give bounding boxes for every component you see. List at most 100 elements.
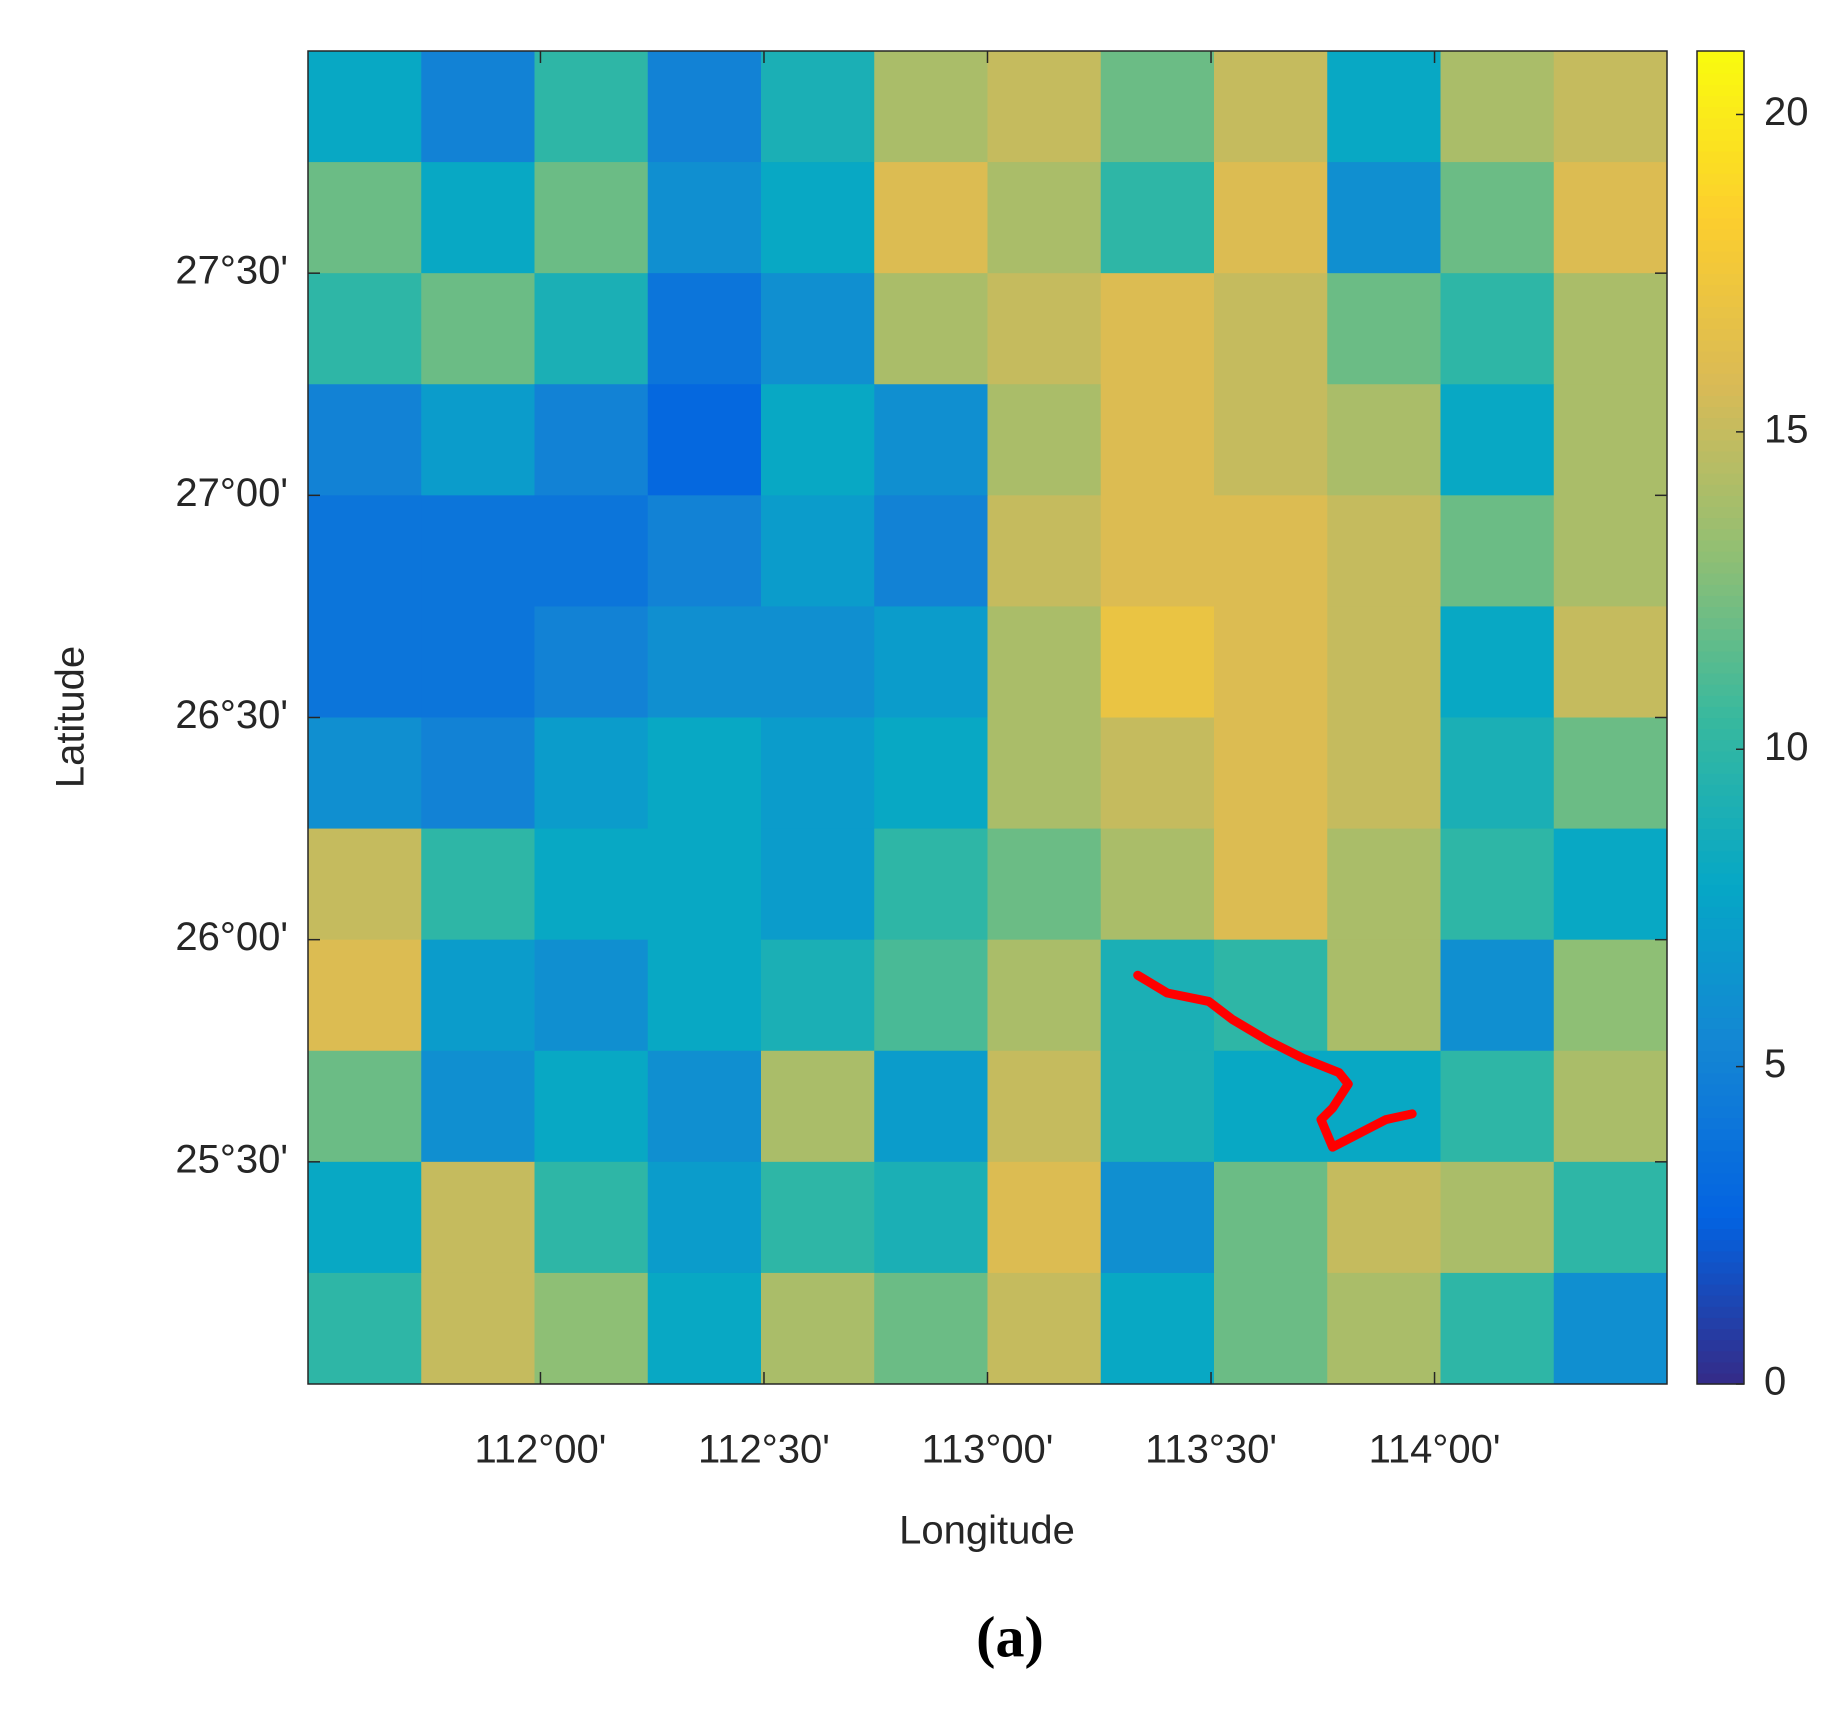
colorbar-segment bbox=[1697, 484, 1744, 496]
colorbar-segment bbox=[1697, 1161, 1744, 1174]
heat-cell bbox=[1214, 717, 1328, 830]
colorbar-segment bbox=[1697, 1228, 1744, 1241]
heat-cell bbox=[761, 1272, 875, 1385]
heat-cell bbox=[1327, 384, 1441, 496]
colorbar-segment bbox=[1697, 717, 1744, 730]
colorbar-segment bbox=[1697, 584, 1744, 596]
heat-cell bbox=[1327, 162, 1441, 274]
colorbar-segment bbox=[1697, 350, 1744, 363]
colorbar-segment bbox=[1697, 784, 1744, 796]
heat-cell bbox=[647, 1272, 762, 1385]
colorbar-segment bbox=[1697, 128, 1744, 141]
heat-cell bbox=[761, 1050, 875, 1163]
colorbar-segment bbox=[1697, 228, 1744, 241]
heat-cell bbox=[1100, 1272, 1215, 1385]
heat-cell bbox=[421, 717, 535, 830]
colorbar-segment bbox=[1697, 1217, 1744, 1230]
colorbar-segment bbox=[1697, 1061, 1744, 1074]
colorbar-segment bbox=[1697, 750, 1744, 763]
heat-cell bbox=[1440, 384, 1555, 496]
colorbar-segment bbox=[1697, 139, 1744, 152]
heat-cell bbox=[1214, 1050, 1328, 1163]
colorbar-segment bbox=[1697, 1128, 1744, 1141]
heat-cell bbox=[1553, 939, 1668, 1052]
heat-cell bbox=[1440, 1272, 1555, 1385]
colorbar-segment bbox=[1697, 473, 1744, 485]
colorbar-segment bbox=[1697, 1028, 1744, 1041]
heat-cell bbox=[987, 495, 1102, 607]
heat-cell bbox=[534, 717, 649, 830]
colorbar-segment bbox=[1697, 306, 1744, 319]
heat-cell bbox=[987, 717, 1102, 830]
heat-cell bbox=[421, 1272, 535, 1385]
heat-cell bbox=[308, 1272, 422, 1385]
heat-cell bbox=[1440, 717, 1555, 830]
colorbar-segment bbox=[1697, 728, 1744, 741]
heat-cell bbox=[1214, 51, 1328, 163]
heat-cell bbox=[534, 828, 649, 941]
colorbar-segment bbox=[1697, 1039, 1744, 1052]
heat-cell bbox=[1553, 51, 1668, 163]
heat-cell bbox=[761, 1161, 875, 1274]
colorbar-segment bbox=[1697, 1195, 1744, 1207]
heat-cell bbox=[1214, 828, 1328, 941]
colorbar-segment bbox=[1697, 706, 1744, 719]
colorbar-segment bbox=[1697, 406, 1744, 419]
heat-cell bbox=[647, 828, 762, 941]
colorbar-segment bbox=[1697, 1272, 1744, 1285]
y-tick-label: 27°30' bbox=[175, 249, 288, 293]
colorbar-segment bbox=[1697, 595, 1744, 608]
heat-cell bbox=[1553, 717, 1668, 830]
heat-cell bbox=[1214, 495, 1328, 607]
colorbar-segment bbox=[1697, 239, 1744, 252]
heat-cell bbox=[987, 1161, 1102, 1274]
heat-cell bbox=[1327, 828, 1441, 941]
colorbar-segment bbox=[1697, 495, 1744, 508]
heat-cell bbox=[308, 1161, 422, 1274]
colorbar-segment bbox=[1697, 528, 1744, 541]
heat-cell bbox=[1100, 162, 1215, 274]
colorbar-segment bbox=[1697, 1361, 1744, 1374]
heat-cell bbox=[1214, 273, 1328, 385]
colorbar-segment bbox=[1697, 550, 1744, 563]
colorbar-segment bbox=[1697, 51, 1744, 63]
colorbar-segment bbox=[1697, 906, 1744, 919]
heat-cell bbox=[647, 384, 762, 496]
heat-cell bbox=[761, 495, 875, 607]
heat-cell bbox=[308, 1050, 422, 1163]
colorbar-tick-label: 0 bbox=[1764, 1360, 1786, 1404]
heat-cell bbox=[761, 828, 875, 941]
heat-cell bbox=[308, 939, 422, 1052]
colorbar-segment bbox=[1697, 284, 1744, 296]
heat-cell bbox=[1214, 1272, 1328, 1385]
colorbar-segment bbox=[1697, 817, 1744, 830]
colorbar-segment bbox=[1697, 673, 1744, 685]
colorbar-segment bbox=[1697, 884, 1744, 896]
heat-cell bbox=[647, 939, 762, 1052]
heat-cell bbox=[1440, 51, 1555, 163]
heat-cell bbox=[421, 828, 535, 941]
colorbar-segment bbox=[1697, 1172, 1744, 1185]
heat-cell bbox=[1214, 1161, 1328, 1274]
colorbar-segment bbox=[1697, 939, 1744, 952]
colorbar-segment bbox=[1697, 95, 1744, 108]
heat-cell bbox=[1553, 162, 1668, 274]
heat-cell bbox=[874, 1272, 988, 1385]
heat-cell bbox=[987, 273, 1102, 385]
colorbar-segment bbox=[1697, 1184, 1744, 1196]
heat-cell bbox=[761, 273, 875, 385]
heat-cell bbox=[647, 273, 762, 385]
colorbar-segment bbox=[1697, 739, 1744, 752]
heat-cell bbox=[1440, 495, 1555, 607]
heat-cell bbox=[308, 495, 422, 607]
heat-cell bbox=[1440, 1161, 1555, 1274]
colorbar-segment bbox=[1697, 1117, 1744, 1130]
route-line bbox=[1133, 970, 1417, 1152]
heat-cell bbox=[534, 1050, 649, 1163]
heat-cell bbox=[987, 162, 1102, 274]
colorbar-segment bbox=[1697, 1095, 1744, 1107]
heat-cell bbox=[534, 51, 649, 163]
colorbar-segment bbox=[1697, 895, 1744, 907]
colorbar-segment bbox=[1697, 661, 1744, 674]
heat-cell bbox=[874, 939, 988, 1052]
